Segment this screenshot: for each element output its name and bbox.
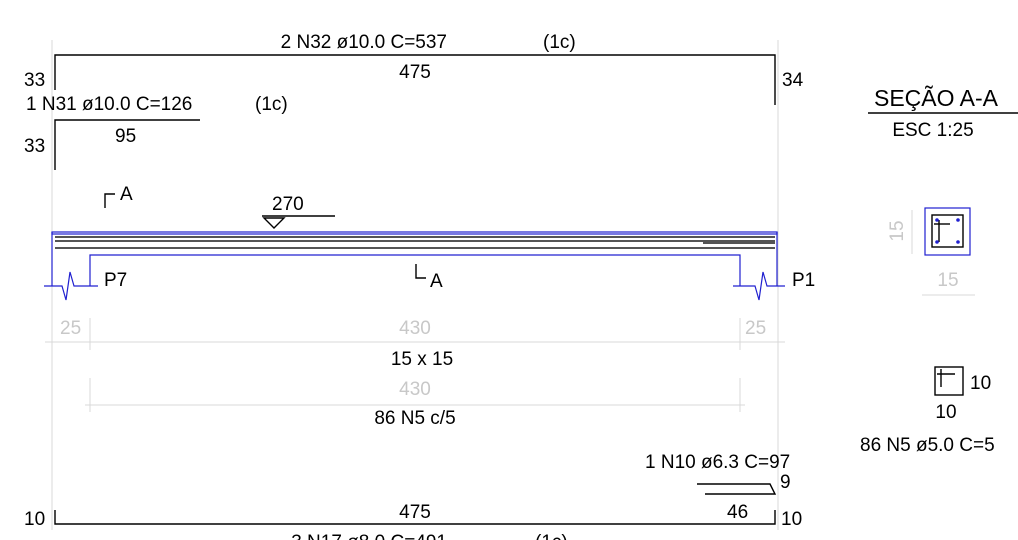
label: 33 xyxy=(24,136,45,157)
label: 95 xyxy=(115,126,136,147)
label: 9 xyxy=(780,472,791,493)
label: 86 N5 c/5 xyxy=(374,408,455,429)
dimension: 430 xyxy=(399,379,431,400)
label: 2 N32 ø10.0 C=537 xyxy=(281,32,447,53)
label: 86 N5 ø5.0 C=5 xyxy=(860,435,995,456)
label: 34 xyxy=(782,70,804,91)
label: 475 xyxy=(399,62,431,83)
dimension: 430 xyxy=(399,318,431,339)
dimension: 15 xyxy=(887,220,908,241)
label: A xyxy=(430,271,443,292)
label: 1 N10 ø6.3 C=97 xyxy=(645,452,790,473)
label: 475 xyxy=(399,502,431,523)
label: P1 xyxy=(792,270,815,291)
section-scale: ESC 1:25 xyxy=(892,120,973,141)
label: 10 xyxy=(935,402,956,423)
label: 10 xyxy=(970,373,991,394)
label: 33 xyxy=(24,70,45,91)
label: P7 xyxy=(104,270,127,291)
section-title: SEÇÃO A-A xyxy=(874,85,999,111)
dimension: 25 xyxy=(745,318,766,339)
label: 3 N17 ø8.0 C=491 xyxy=(291,532,447,540)
dimension: 25 xyxy=(60,318,81,339)
label: (1c) xyxy=(535,532,568,540)
label: 10 xyxy=(781,509,802,530)
label: (1c) xyxy=(543,32,576,53)
label: 15 x 15 xyxy=(391,349,453,370)
label: 10 xyxy=(24,509,45,530)
label: 1 N31 ø10.0 C=126 xyxy=(26,94,192,115)
label: A xyxy=(120,184,133,205)
label: (1c) xyxy=(255,94,288,115)
dimension: 15 xyxy=(937,270,958,291)
label: 270 xyxy=(272,194,304,215)
linework xyxy=(44,40,1018,530)
label: 46 xyxy=(727,502,748,523)
